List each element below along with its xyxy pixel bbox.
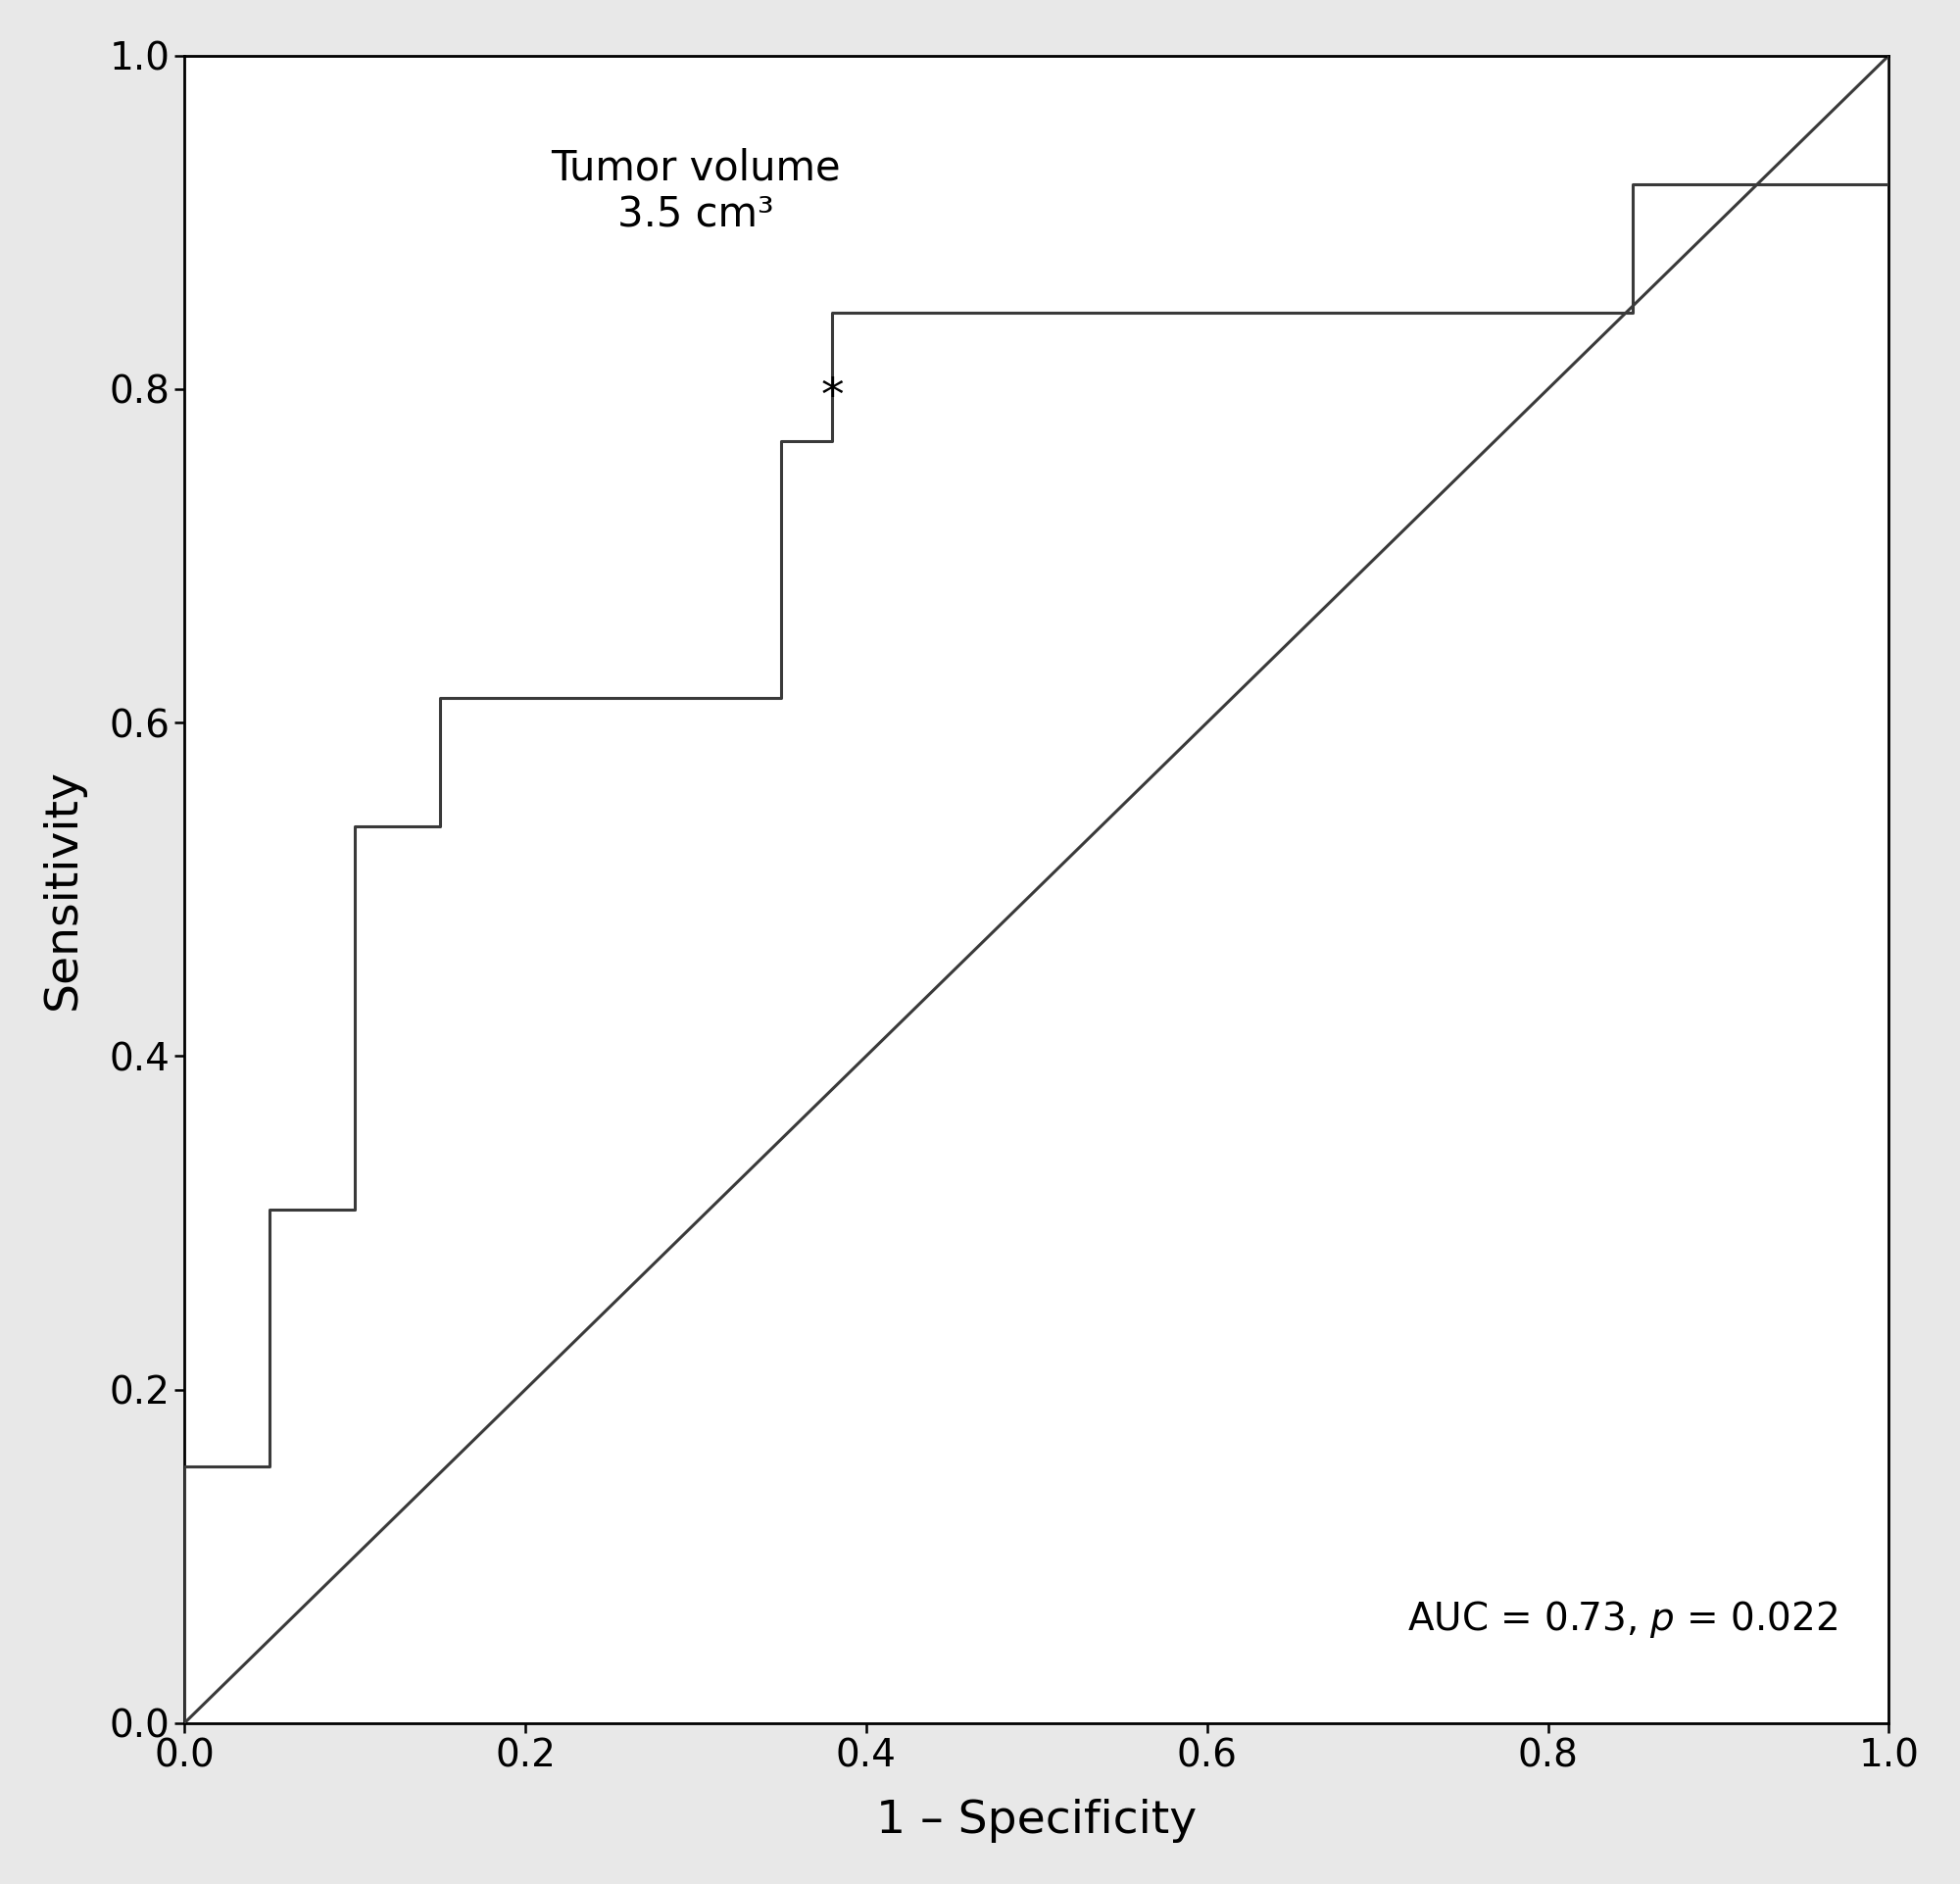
X-axis label: 1 – Specificity: 1 – Specificity bbox=[876, 1799, 1198, 1843]
Text: AUC = 0.73, $p$ = 0.022: AUC = 0.73, $p$ = 0.022 bbox=[1407, 1598, 1838, 1639]
Y-axis label: Sensitivity: Sensitivity bbox=[41, 769, 84, 1010]
Text: Tumor volume
3.5 cm³: Tumor volume 3.5 cm³ bbox=[551, 147, 841, 236]
Text: *: * bbox=[821, 375, 843, 420]
